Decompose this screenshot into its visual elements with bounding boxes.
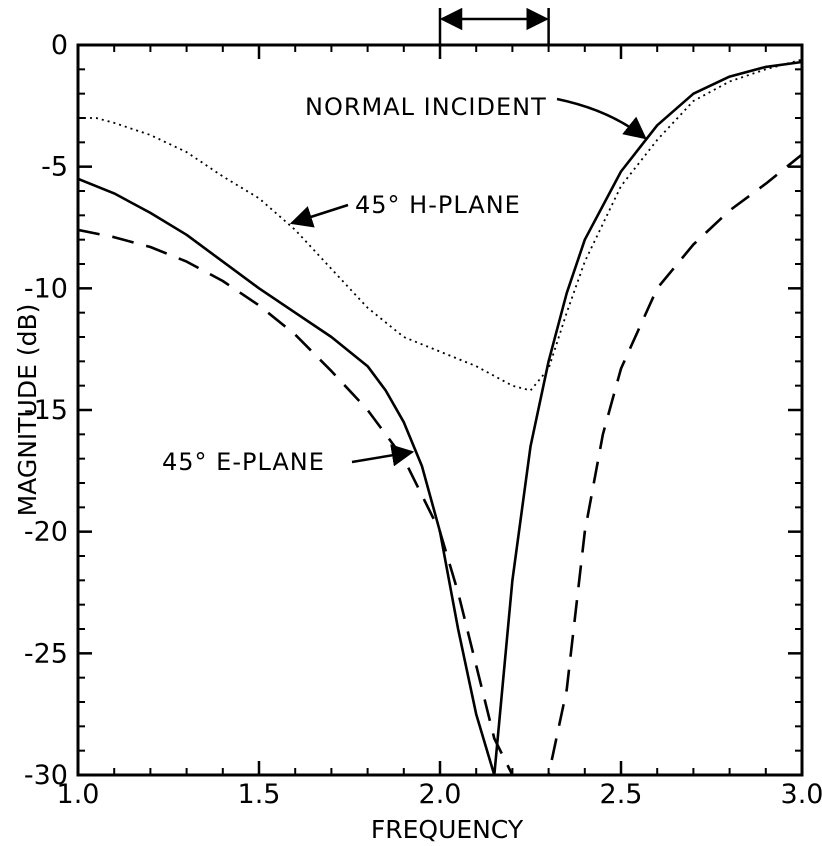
annotation-h-plane: 45° H-PLANE: [289, 191, 521, 228]
y-tick-label: -20: [24, 517, 68, 548]
x-tick-label: 1.0: [57, 779, 100, 810]
y-axis-title: MAGNITUDE (dB): [13, 304, 42, 517]
annotation-arrow: [556, 97, 647, 140]
annotation-label: 45° E-PLANE: [162, 448, 325, 476]
plot-area: [76, 43, 804, 777]
y-tick-label: -25: [24, 638, 68, 669]
plot-frame: [76, 43, 804, 777]
annotation-e-plane: 45° E-PLANE: [162, 444, 415, 476]
annotation-arrow: [351, 444, 415, 467]
y-tick-label: -10: [24, 273, 68, 304]
annotation-label: NORMAL INCIDENT: [305, 93, 547, 121]
y-tick-label: 0: [51, 30, 68, 61]
axis-ticks: 1.0 1.5 2.0 2.5 3.0 0 -5 -10 -15 -20 -25 -30: [24, 30, 822, 810]
x-tick-label: 2.0: [419, 779, 462, 810]
x-tick-label: 3.0: [781, 779, 822, 810]
annotation-normal-incident: NORMAL INCIDENT: [305, 93, 647, 140]
annotation-arrow: [289, 203, 349, 228]
y-tick-label: -15: [24, 395, 68, 426]
annotation-label: 45° H-PLANE: [355, 191, 521, 219]
series-line-0: [78, 60, 802, 775]
x-tick-label: 1.5: [238, 779, 281, 810]
y-tick-label: -30: [24, 760, 68, 791]
series-line-2: [78, 153, 802, 775]
series-layer: [78, 58, 802, 775]
y-tick-label: -5: [41, 152, 68, 183]
x-axis-title: FREQUENCY: [371, 815, 524, 844]
band-marker: [438, 7, 550, 45]
series-line-1: [78, 58, 802, 392]
x-tick-label: 2.5: [600, 779, 643, 810]
